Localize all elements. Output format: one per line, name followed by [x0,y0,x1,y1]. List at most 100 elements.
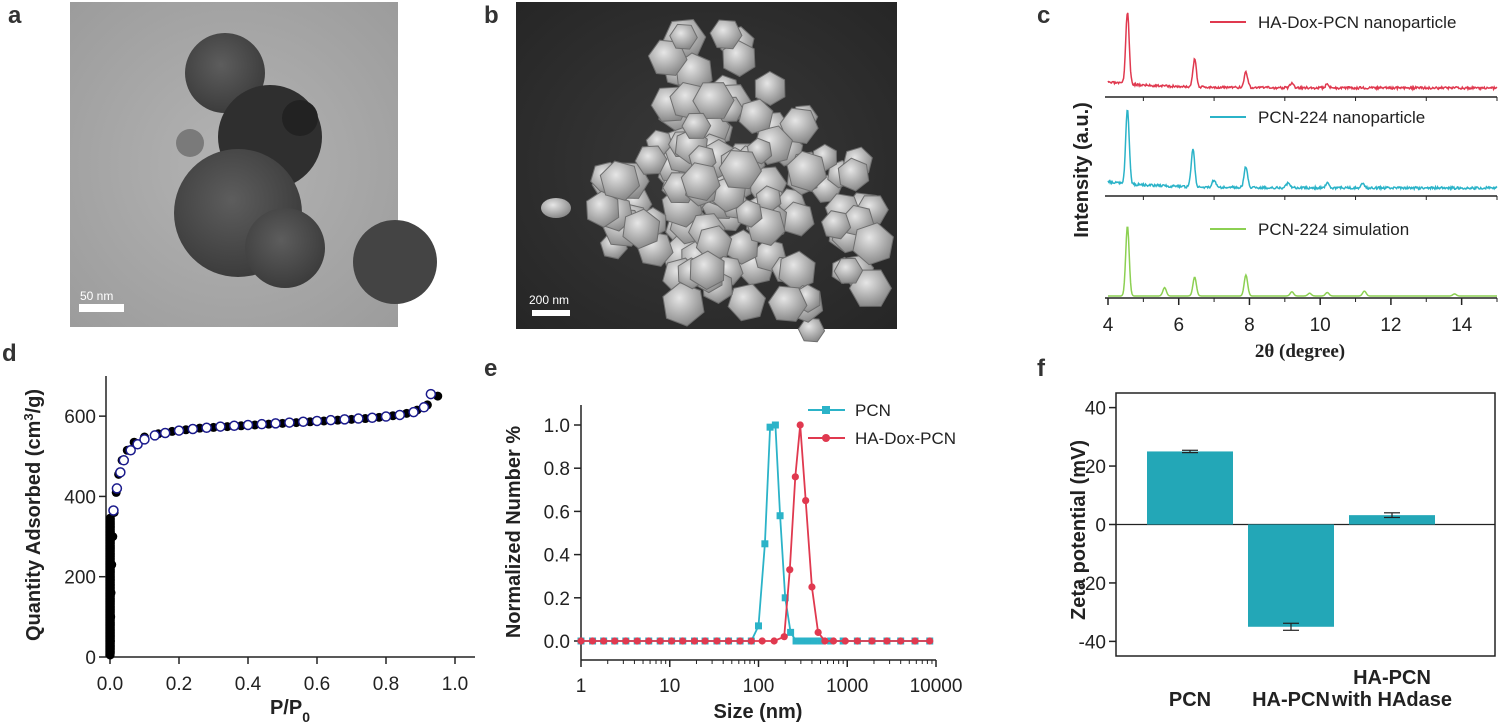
dls-point-circle [802,497,810,505]
dls-series-line [581,424,930,642]
sem-particle [837,157,870,192]
zeta-y-tick-label: 40 [1085,399,1106,420]
dls-y-tick-label: 0.0 [544,632,570,653]
isotherm-y-tick-label: 600 [64,407,96,428]
dls-point-circle [780,633,788,641]
dls-point-circle [821,637,829,645]
isotherm-point-open [353,413,364,424]
dls-point-circle [679,637,687,645]
isotherm-point-open [149,430,161,441]
isotherm-point-open [380,411,392,422]
dls-point-circle [668,637,676,645]
zeta-y-tick-label: -40 [1079,632,1106,653]
isotherm-xlabel-sub: 0 [302,709,310,724]
dls-y-tick-label: 1.0 [544,416,570,437]
isotherm-point-open [425,388,437,400]
panel-label-c: c [1037,2,1051,29]
dls-ylabel: Normalized Number % [503,426,525,638]
dls-point-circle [814,628,822,636]
isotherm-point-open [242,419,254,431]
dls-point-circle [713,637,721,645]
dls-point-square [771,421,779,429]
isotherm-ylabel-end: /g) [23,389,45,413]
isotherm-point-open [139,434,150,445]
dls-point-square [804,637,812,645]
isotherm-point-open [394,409,406,421]
sem-scale-label: 200 nm [529,293,569,307]
xrd-xlabel: 2θ (degree) [1255,341,1345,362]
dls-y-tick-label: 0.2 [544,589,570,610]
sem-particle [848,269,892,307]
isotherm-x-tick-label: 0.2 [166,674,192,695]
sem-particle [718,149,762,190]
isotherm-point-open [215,421,226,432]
dls-point-square [776,512,784,520]
isotherm-point-open [325,414,337,426]
isotherm-point-open [125,445,136,456]
dls-point-circle [600,637,608,645]
xrd-series-line [1108,226,1497,297]
dls-point-circle [883,637,891,645]
dls-chart: Normalized Number % 1 10 100 1000 10000 0.0 0.… [503,401,962,723]
dls-y-tick-label: 0.8 [544,459,570,480]
isotherm-point-open [284,417,295,428]
isotherm-x-tick-label: 0.8 [373,674,399,695]
dls-x-tick-label: 10000 [910,676,963,697]
isotherm-point-open [311,415,323,427]
dls-x-tick-label: 10 [659,676,680,697]
dls-point-circle [841,637,849,645]
sem-particle [797,317,826,343]
isotherm-x-tick-label: 0.6 [304,674,330,695]
sem-particle-cluster [541,18,894,343]
dls-point-circle [926,637,934,645]
isotherm-y-tick-label: 200 [64,568,96,589]
sem-particle [599,160,641,201]
isotherm-x-tick-label: 0.4 [235,674,262,695]
zeta-category-label: PCN [1169,689,1211,711]
xrd-legend-pcn224: PCN-224 nanoparticle [1258,108,1425,127]
sem-particle [754,70,786,106]
xrd-tick-label: 6 [1173,315,1184,336]
dls-x-tick-label: 1 [576,676,587,697]
isotherm-chart: Quantity Adsorbed (cm3/g) 0.0 0.2 0.4 0.6 0.… [21,376,475,724]
xrd-tick-label: 10 [1310,315,1331,336]
isotherm-point-open [173,425,185,436]
zeta-y-tick-label: 20 [1085,457,1106,478]
dls-point-circle [588,637,597,645]
isotherm-point-filled [105,513,115,523]
tem-image: 50 nm [70,2,437,327]
zeta-bar [1248,524,1334,627]
isotherm-y-tick-label: 0 [85,648,96,669]
isotherm-point-open [115,467,126,478]
panel-label-a: a [8,2,22,29]
zeta-category-label: with HAdase [1331,689,1452,711]
dls-point-circle [786,566,794,574]
tem-scale-label: 50 nm [80,289,113,303]
panel-label-d: d [2,340,17,367]
sem-particle [680,162,721,202]
isotherm-ylabel: Quantity Adsorbed (cm3/g) [21,389,46,641]
isotherm-xlabel: P/P0 [270,697,310,724]
dls-point-circle [724,637,733,645]
dls-ticks: 1 10 100 1000 10000 0.0 0.2 0.4 0.6 0.8 1.0 [544,416,963,697]
dls-point-circle [622,637,630,645]
isotherm-point-open [118,455,130,466]
isotherm-point-open [256,418,268,430]
isotherm-point-open [297,416,309,428]
sem-particle [662,282,705,327]
sem-particle [738,98,774,135]
xrd-x-ticks: 4 6 8 10 12 14 [1103,97,1498,336]
tem-particle [245,208,325,288]
dls-point-square [810,637,818,645]
zeta-category-label: HA-PCN [1252,689,1330,711]
panel-label-f: f [1037,355,1045,382]
sem-particle [622,208,661,250]
dls-point-circle [747,637,755,645]
dls-point-circle [770,637,778,645]
isotherm-point-open [270,418,281,429]
xrd-legend-hadox: HA-Dox-PCN nanoparticle [1258,13,1456,32]
panel-label-e: e [484,355,498,382]
isotherm-point-open [132,438,143,450]
isotherm-xlabel-main: P/P [270,697,302,719]
